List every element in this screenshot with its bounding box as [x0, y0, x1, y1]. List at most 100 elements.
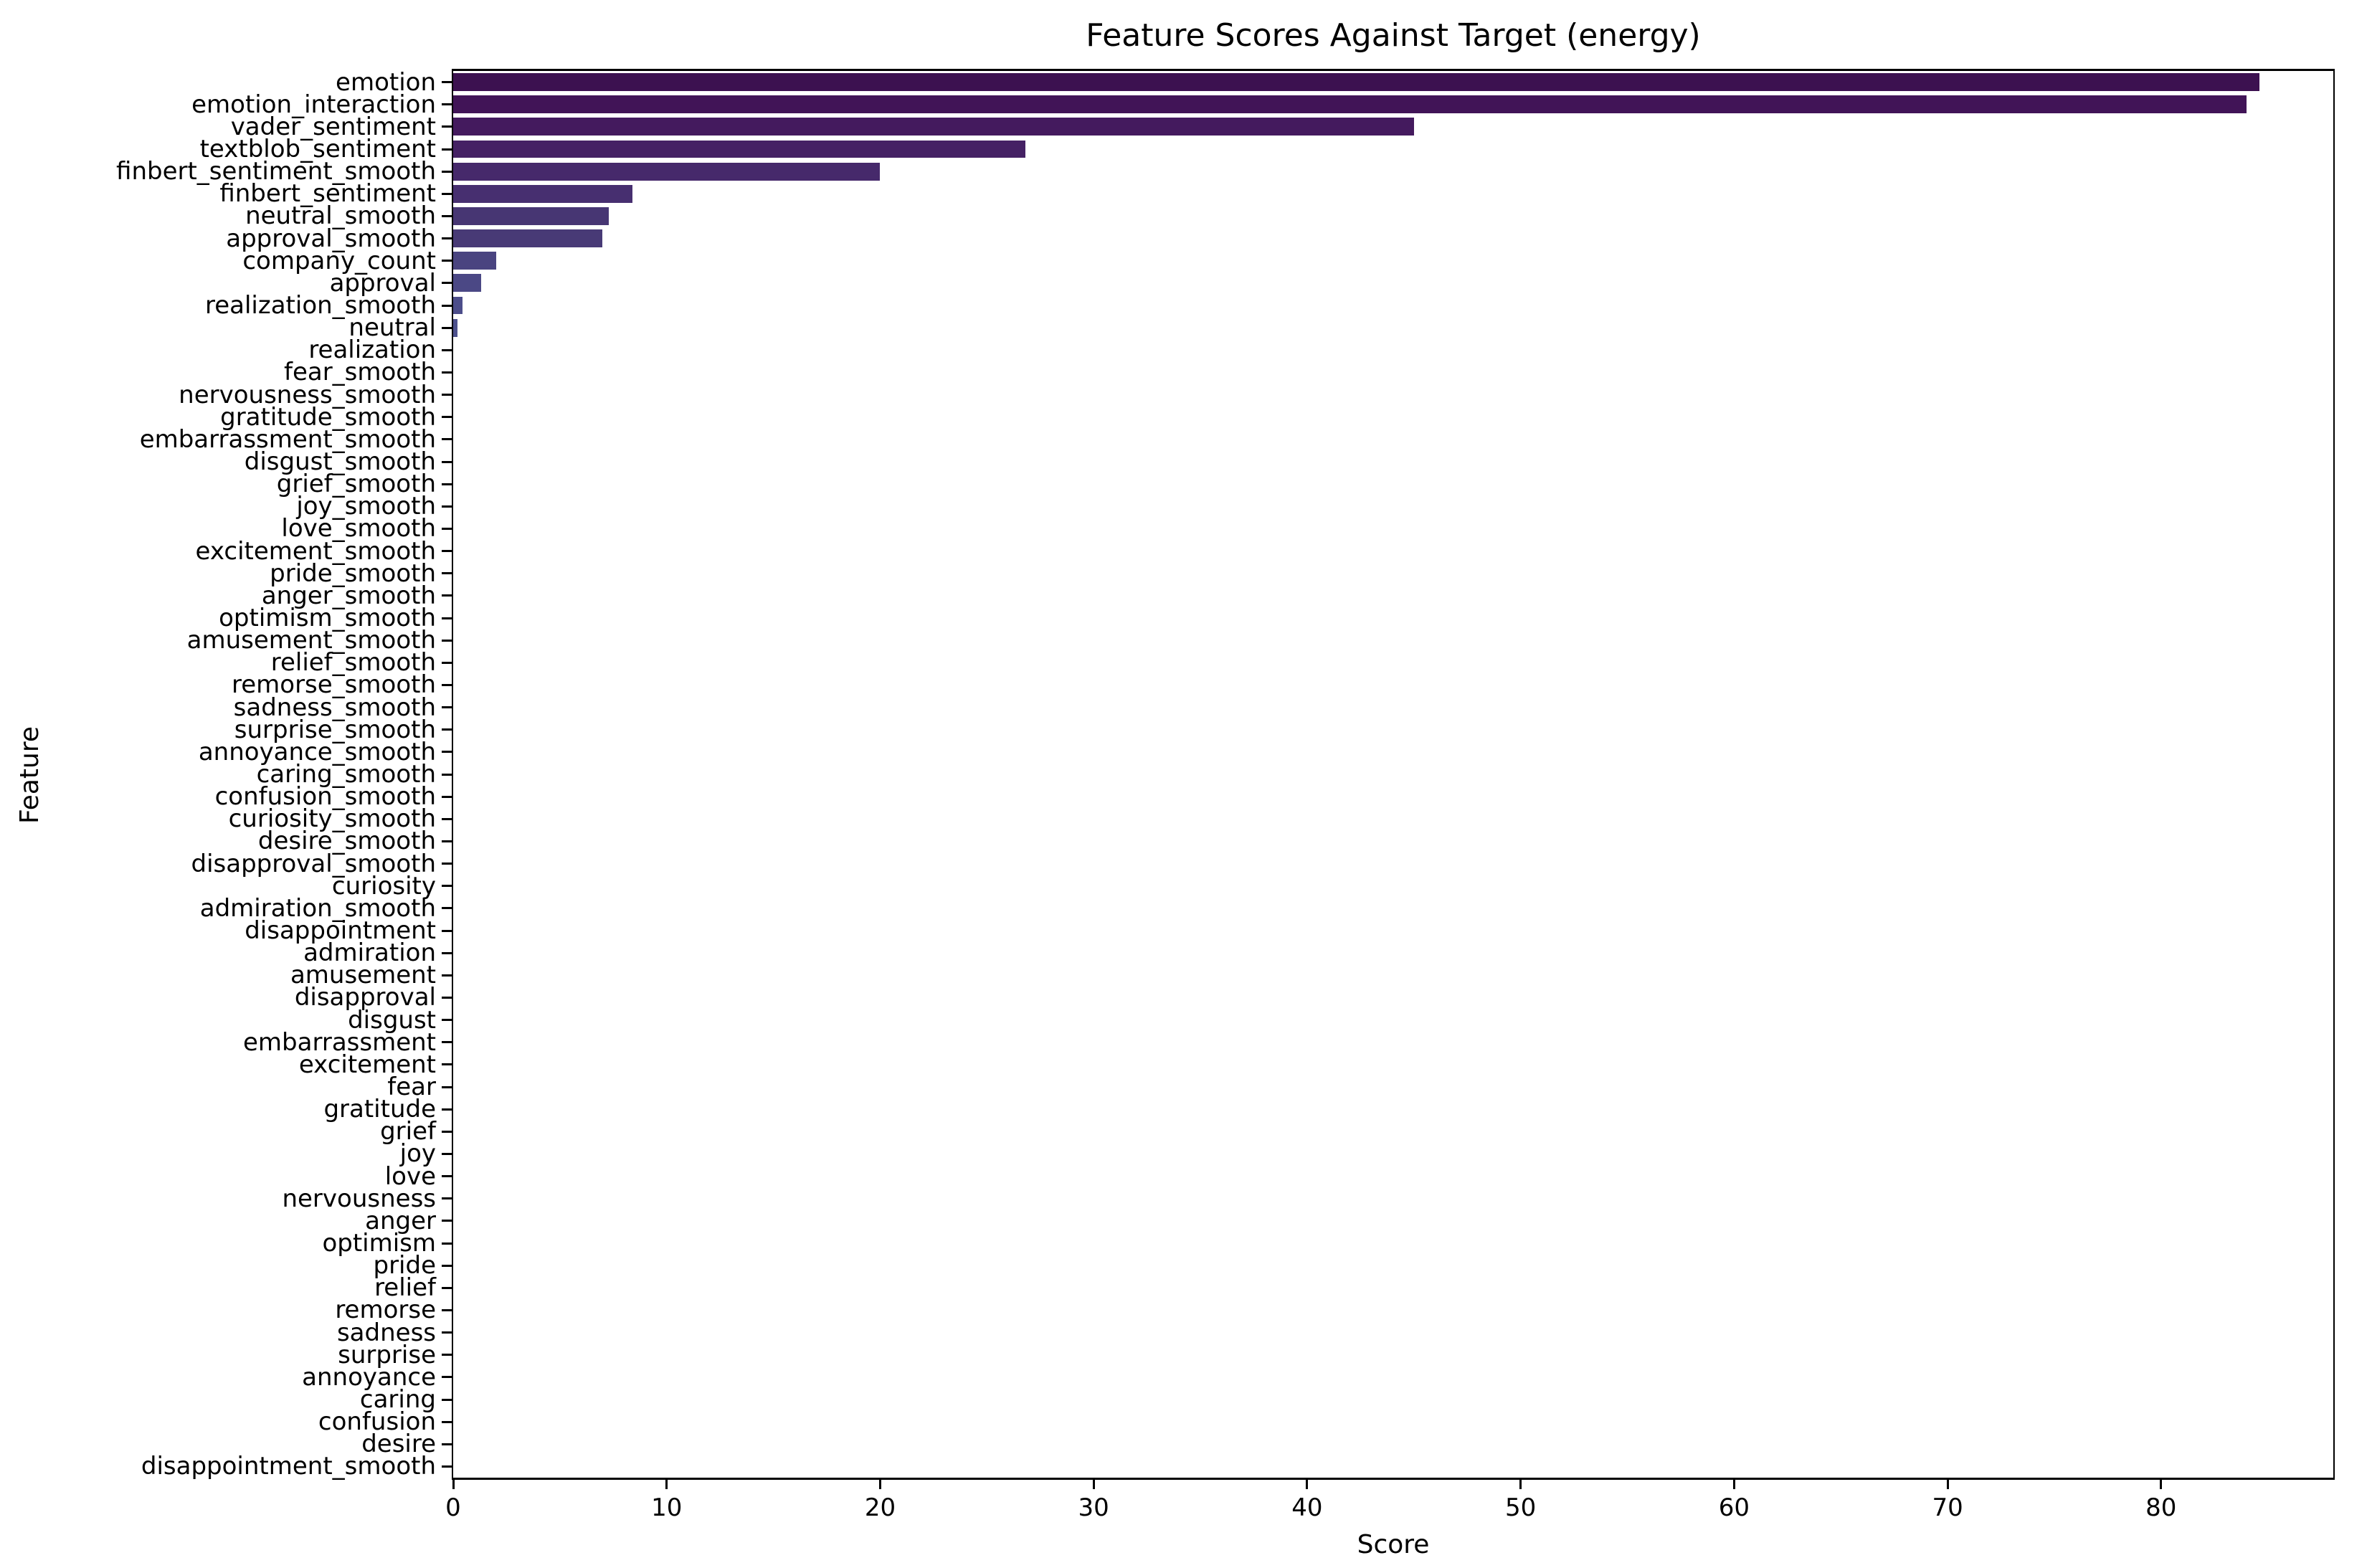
y-tick-label: caring_smooth [256, 760, 436, 789]
y-tick-label: amusement_smooth [186, 626, 436, 655]
x-tick [1946, 1479, 1949, 1489]
y-tick-label: annoyance_smooth [198, 737, 436, 766]
y-tick-label: admiration_smooth [199, 893, 436, 923]
y-tick-label: embarrassment_smooth [139, 424, 436, 454]
y-tick-label: neutral_smooth [245, 201, 436, 231]
y-tick [442, 1085, 452, 1088]
y-tick-label: relief_smooth [270, 648, 436, 678]
y-tick-label: relief [374, 1273, 436, 1303]
y-tick-label: love_smooth [281, 514, 436, 543]
y-tick [442, 817, 452, 820]
y-tick [442, 1152, 452, 1155]
y-tick-label: textblob_sentiment [199, 135, 436, 163]
y-tick-label: surprise [338, 1340, 436, 1369]
y-tick-label: love [384, 1161, 436, 1191]
y-tick [442, 326, 452, 329]
y-tick-label: curiosity_smooth [228, 804, 436, 834]
y-tick [442, 505, 452, 508]
y-tick [442, 192, 452, 195]
x-tick-label: 80 [2145, 1493, 2177, 1522]
y-tick-label: nervousness_smooth [179, 380, 436, 409]
y-tick [442, 683, 452, 686]
y-tick-label: anger_smooth [261, 581, 436, 610]
x-axis-label: Score [1357, 1530, 1430, 1559]
y-tick-label: confusion [318, 1407, 436, 1437]
y-tick [442, 416, 452, 419]
y-tick [442, 527, 452, 530]
y-tick-label: finbert_sentiment [219, 179, 436, 209]
y-tick [442, 661, 452, 664]
y-tick [442, 1308, 452, 1311]
y-tick-label: company_count [242, 246, 436, 275]
bar-emotion [453, 73, 2259, 92]
y-tick [442, 773, 452, 776]
y-tick [442, 125, 452, 128]
y-tick [442, 639, 452, 642]
y-tick-label: joy_smooth [296, 492, 436, 521]
y-tick [442, 795, 452, 798]
y-tick-label: approval_smooth [226, 224, 436, 253]
y-tick [442, 951, 452, 954]
y-tick [442, 170, 452, 173]
y-tick-label: grief [380, 1117, 436, 1146]
y-tick-label: sadness [336, 1318, 436, 1347]
x-tick [1732, 1479, 1735, 1489]
bar-neutral [453, 318, 457, 337]
x-tick-label: 60 [1718, 1493, 1750, 1522]
y-tick-label: amusement [290, 961, 436, 990]
y-tick-label: excitement [298, 1050, 436, 1079]
x-tick-label: 20 [864, 1493, 896, 1522]
y-tick [442, 1242, 452, 1245]
bar-approval [453, 274, 481, 293]
y-tick [442, 214, 452, 217]
y-tick-label: realization_smooth [204, 291, 436, 320]
x-tick-label: 30 [1078, 1493, 1109, 1522]
y-tick [442, 81, 452, 84]
plot-area [452, 69, 2335, 1480]
y-tick [442, 1264, 452, 1267]
y-tick-label: pride_smooth [270, 559, 436, 588]
y-tick [442, 594, 452, 597]
y-tick [442, 996, 452, 999]
y-tick-label: disappointment_smooth [141, 1452, 436, 1481]
y-tick [442, 840, 452, 842]
y-tick-label: joy [399, 1139, 436, 1169]
y-tick [442, 1175, 452, 1178]
y-tick-label: emotion [336, 67, 436, 97]
y-tick-label: excitement_smooth [195, 536, 436, 566]
x-tick-label: 70 [1932, 1493, 1963, 1522]
x-tick-label: 0 [445, 1493, 461, 1522]
y-tick-label: neutral [348, 313, 436, 343]
y-tick-label: embarrassment [243, 1027, 436, 1057]
y-tick [442, 728, 452, 731]
bar-vader_sentiment [453, 118, 1414, 136]
y-tick-label: desire_smooth [257, 827, 436, 856]
y-tick-label: pride [373, 1251, 436, 1280]
y-tick-label: realization [308, 336, 436, 365]
y-tick [442, 260, 452, 262]
y-tick [442, 550, 452, 553]
y-tick-label: surprise_smooth [234, 715, 436, 744]
y-tick [442, 483, 452, 485]
y-tick [442, 572, 452, 575]
y-tick [442, 1286, 452, 1289]
y-tick [442, 1354, 452, 1356]
y-tick [442, 1063, 452, 1066]
y-tick [442, 103, 452, 106]
y-tick-label: annoyance [302, 1362, 436, 1392]
y-tick [442, 617, 452, 619]
y-tick [442, 1398, 452, 1401]
y-tick-label: remorse [335, 1296, 436, 1325]
y-tick [442, 885, 452, 888]
y-tick-label: fear_smooth [283, 358, 436, 387]
y-tick [442, 1420, 452, 1423]
y-tick [442, 1019, 452, 1022]
x-tick [452, 1479, 455, 1489]
y-tick-label: disapproval_smooth [191, 849, 437, 878]
y-tick-label: caring [359, 1385, 436, 1414]
x-tick [1306, 1479, 1309, 1489]
y-tick [442, 1041, 452, 1044]
y-tick-label: disapproval [294, 983, 436, 1012]
bar-emotion_interaction [453, 95, 2247, 114]
